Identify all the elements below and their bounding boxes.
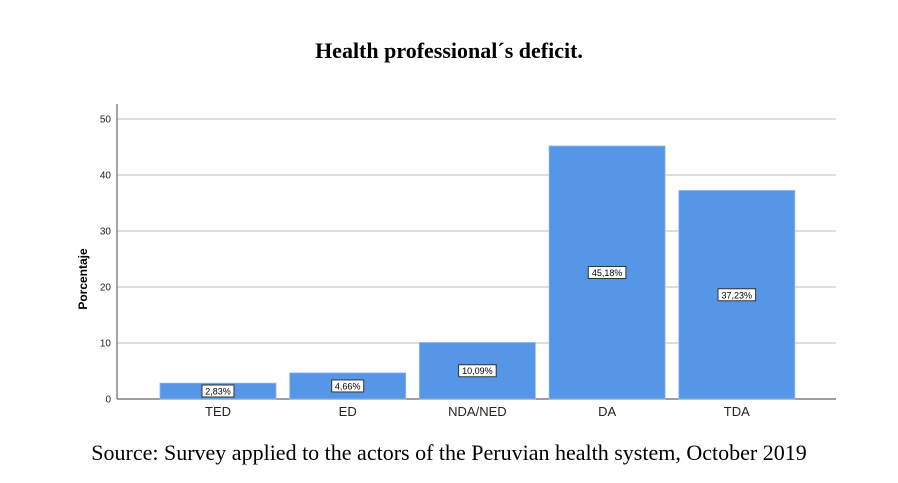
x-tick-label: DA [598,404,616,419]
data-label: 10,09% [462,366,493,376]
x-tick-label: TED [205,404,231,419]
data-label-box [587,265,627,279]
y-tick-label: 20 [100,283,112,294]
data-label: 4,66% [335,381,361,391]
y-axis-label: Porcentaje [76,248,90,310]
source-note: Source: Survey applied to the actors of … [91,440,807,465]
data-label: 37,23% [722,290,753,300]
x-tick-label: ED [339,404,357,419]
data-label-box [717,288,757,302]
data-label: 45,18% [592,268,623,278]
data-label-box [201,384,235,398]
y-tick-label: 0 [105,395,111,406]
y-tick-label: 40 [100,171,112,182]
x-tick-label: TDA [724,404,750,419]
y-tick-label: 10 [100,339,112,350]
x-tick-label: NDA/NED [448,404,507,419]
data-label-box [458,364,497,378]
y-tick-label: 50 [100,115,112,126]
y-tick-label: 30 [100,227,112,238]
chart-title: Health professional´s deficit. [315,38,583,63]
data-label: 2,83% [205,387,231,397]
data-label-box [331,379,365,393]
